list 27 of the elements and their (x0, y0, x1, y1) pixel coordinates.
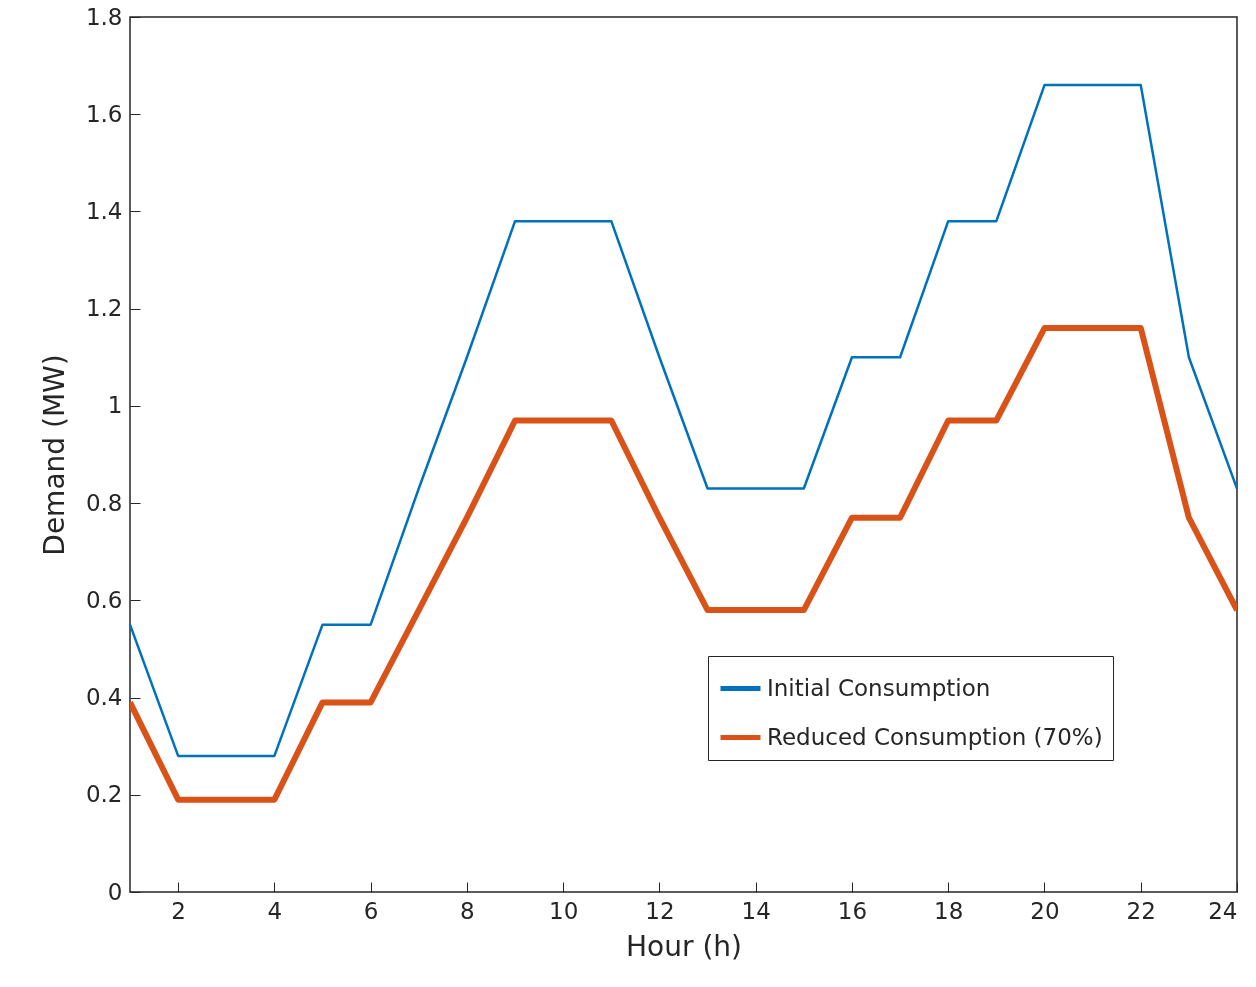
y-tick-label: 0.4 (85, 684, 123, 711)
y-tick-label: 1.6 (85, 100, 123, 127)
x-tick-label: 2 (171, 897, 186, 924)
y-tick-label: 1 (107, 392, 123, 419)
x-axis-title: Hour (h) (626, 929, 742, 963)
y-tick-label: 0.2 (85, 781, 123, 808)
legend-label: Initial Consumption (767, 674, 991, 701)
y-tick-label: 0.6 (85, 586, 123, 613)
y-tick-label: 0.8 (85, 489, 123, 516)
x-tick-label: 16 (837, 897, 868, 924)
x-tick-label: 8 (460, 897, 475, 924)
x-tick-label: 20 (1030, 897, 1060, 924)
x-tick-label: 12 (645, 897, 675, 924)
y-tick-label: 0 (107, 878, 123, 905)
x-tick-label: 14 (741, 897, 771, 924)
y-axis-title: Demand (MW) (37, 354, 71, 556)
legend-label: Reduced Consumption (70%) (767, 723, 1103, 750)
x-tick-label: 24 (1208, 897, 1238, 924)
line-series (130, 83, 1237, 758)
x-tick-label: 4 (267, 897, 283, 924)
y-tick-label: 1.4 (85, 197, 123, 224)
x-tick-label: 22 (1126, 897, 1156, 924)
x-tick-label: 18 (934, 897, 964, 924)
x-tick-label: 6 (363, 897, 379, 924)
y-tick-label: 1.8 (85, 3, 123, 30)
x-tick-label: 10 (549, 897, 579, 924)
y-tick-label: 1.2 (85, 295, 123, 322)
